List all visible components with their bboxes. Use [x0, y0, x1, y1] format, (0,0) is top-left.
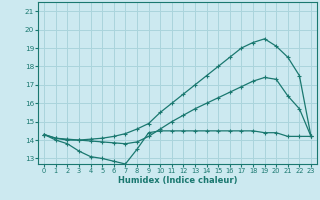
X-axis label: Humidex (Indice chaleur): Humidex (Indice chaleur) — [118, 176, 237, 185]
